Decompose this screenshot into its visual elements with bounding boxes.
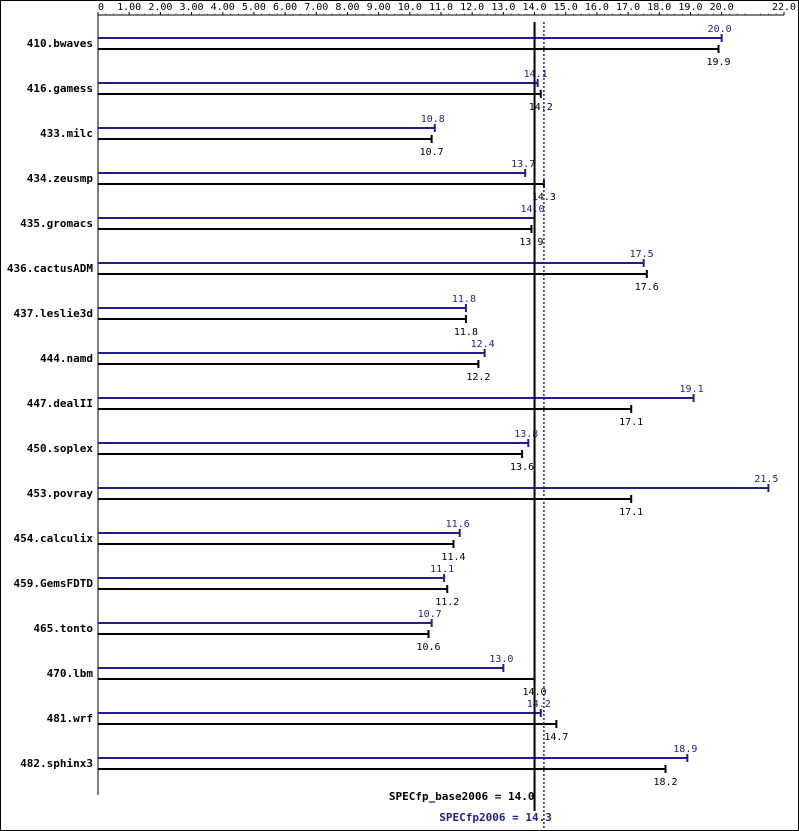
x-tick-label: 20.0: [710, 2, 734, 13]
benchmark-row: 435.gromacs 14.0 13.9: [20, 204, 544, 248]
benchmark-row: 436.cactusADM 17.5 17.6: [7, 249, 659, 293]
benchmark-label: 454.calculix: [14, 532, 94, 545]
base-value-label: 14.2: [529, 102, 553, 113]
benchmark-row: 410.bwaves 20.0 19.9: [27, 24, 732, 68]
x-tick-label: 6.00: [273, 2, 297, 13]
peak-value-label: 21.5: [754, 474, 778, 485]
benchmark-row: 437.leslie3d 11.8 11.8: [14, 294, 478, 338]
base-value-label: 14.7: [544, 732, 568, 743]
peak-value-label: 10.7: [418, 609, 442, 620]
x-tick-label: 22.0: [772, 2, 796, 13]
benchmark-label: 435.gromacs: [20, 217, 93, 230]
peak-value-label: 20.0: [708, 24, 732, 35]
x-tick-label: 19.0: [678, 2, 702, 13]
peak-value-label: 18.9: [673, 744, 697, 755]
benchmark-row: 444.namd 12.4 12.2: [40, 339, 495, 383]
base-value-label: 11.4: [441, 552, 465, 563]
benchmark-label: 453.povray: [27, 487, 94, 500]
peak-value-label: 14.2: [527, 699, 551, 710]
x-tick-label: 13.0: [491, 2, 515, 13]
benchmark-label: 434.zeusmp: [27, 172, 94, 185]
base-value-label: 17.6: [635, 282, 659, 293]
benchmark-label: 470.lbm: [47, 667, 94, 680]
benchmark-row: 465.tonto 10.7 10.6: [33, 609, 441, 653]
benchmark-label: 433.milc: [40, 127, 93, 140]
benchmark-label: 437.leslie3d: [14, 307, 93, 320]
x-tick-label: 9.00: [367, 2, 391, 13]
peak-reference-label: SPECfp2006 = 14.3: [439, 811, 552, 824]
benchmark-row: 433.milc 10.8 10.7: [40, 114, 445, 158]
base-value-label: 17.1: [619, 417, 643, 428]
benchmark-label: 444.namd: [40, 352, 93, 365]
x-tick-label: 12.0: [460, 2, 484, 13]
base-value-label: 10.6: [416, 642, 440, 653]
base-value-label: 19.9: [706, 57, 730, 68]
x-tick-label: 7.00: [304, 2, 328, 13]
peak-value-label: 12.4: [471, 339, 495, 350]
x-tick-label: 4.00: [211, 2, 235, 13]
benchmark-row: 434.zeusmp 13.7 14.3: [27, 159, 556, 203]
bars-group: 410.bwaves 20.0 19.9 416.gamess 14.1 14.2 433.…: [7, 24, 779, 788]
x-axis: 0 1.00 2.00 3.00 4.00 5.00 6.00 7.00 8.00 9.00 10.…: [97, 2, 796, 795]
peak-value-label: 14.1: [524, 69, 548, 80]
peak-value-label: 13.0: [489, 654, 513, 665]
x-tick-label: 3.00: [179, 2, 203, 13]
x-tick-label: 16.0: [585, 2, 609, 13]
peak-value-label: 19.1: [680, 384, 704, 395]
peak-value-label: 13.7: [511, 159, 535, 170]
benchmark-label: 481.wrf: [47, 712, 93, 725]
benchmark-row: 482.sphinx3 18.9 18.2: [20, 744, 697, 788]
x-tick-label: 8.00: [335, 2, 359, 13]
x-tick-label: 11.0: [429, 2, 453, 13]
benchmark-row: 454.calculix 11.6 11.4: [14, 519, 470, 563]
base-value-label: 14.3: [532, 192, 556, 203]
base-value-label: 11.8: [454, 327, 478, 338]
peak-value-label: 14.0: [520, 204, 544, 215]
x-tick-label: 2.00: [148, 2, 172, 13]
x-tick-label: 17.0: [616, 2, 640, 13]
benchmark-label: 482.sphinx3: [20, 757, 93, 770]
base-value-label: 11.2: [435, 597, 459, 608]
peak-value-label: 17.5: [630, 249, 654, 260]
base-value-label: 12.2: [466, 372, 490, 383]
x-tick-label: 15.0: [554, 2, 578, 13]
base-value-label: 13.9: [519, 237, 543, 248]
benchmark-row: 450.soplex 13.8 13.6: [27, 429, 539, 473]
peak-value-label: 13.8: [514, 429, 538, 440]
benchmark-label: 436.cactusADM: [7, 262, 93, 275]
benchmark-label: 450.soplex: [27, 442, 94, 455]
reference-lines: SPECfp_base2006 = 14.0 SPECfp2006 = 14.3: [389, 22, 552, 831]
benchmark-row: 453.povray 21.5 17.1: [27, 474, 779, 518]
benchmark-row: 481.wrf 14.2 14.7: [47, 699, 569, 743]
benchmark-label: 416.gamess: [27, 82, 93, 95]
x-tick-label: 18.0: [647, 2, 671, 13]
base-value-label: 13.6: [510, 462, 534, 473]
base-reference-label: SPECfp_base2006 = 14.0: [389, 790, 535, 803]
x-tick-label: 0: [98, 2, 104, 13]
x-tick-label: 14.0: [522, 2, 546, 13]
peak-value-label: 11.8: [452, 294, 476, 305]
benchmark-row: 416.gamess 14.1 14.2: [27, 69, 553, 113]
benchmark-label: 459.GemsFDTD: [14, 577, 94, 590]
benchmark-label: 447.dealII: [27, 397, 93, 410]
benchmark-label: 410.bwaves: [27, 37, 93, 50]
benchmark-label: 465.tonto: [33, 622, 93, 635]
base-value-label: 10.7: [420, 147, 444, 158]
peak-value-label: 11.6: [446, 519, 470, 530]
x-tick-label: 5.00: [242, 2, 266, 13]
x-tick-label: 10.0: [398, 2, 422, 13]
base-value-label: 18.2: [653, 777, 677, 788]
benchmark-row: 459.GemsFDTD 11.1 11.2: [14, 564, 460, 608]
base-value-label: 17.1: [619, 507, 643, 518]
peak-value-label: 11.1: [430, 564, 454, 575]
x-tick-label: 1.00: [117, 2, 141, 13]
benchmark-row: 447.dealII 19.1 17.1: [27, 384, 704, 428]
peak-value-label: 10.8: [421, 114, 445, 125]
